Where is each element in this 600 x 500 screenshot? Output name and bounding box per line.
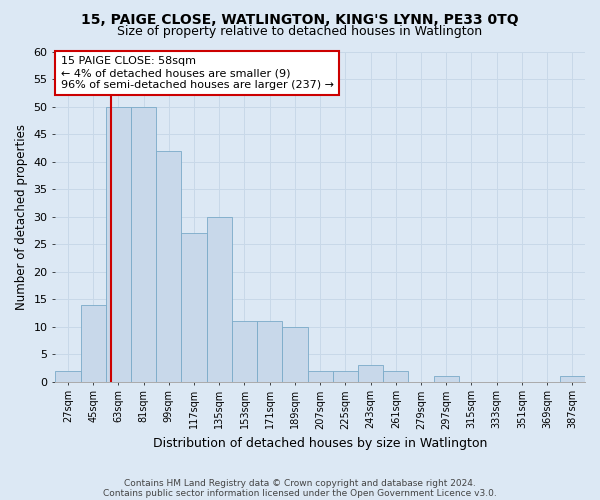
Bar bbox=[80, 304, 106, 382]
Bar bbox=[383, 370, 409, 382]
Bar bbox=[55, 370, 80, 382]
Text: Size of property relative to detached houses in Watlington: Size of property relative to detached ho… bbox=[118, 25, 482, 38]
Bar bbox=[333, 370, 358, 382]
Bar bbox=[232, 321, 257, 382]
Bar bbox=[181, 233, 206, 382]
Bar bbox=[283, 326, 308, 382]
Y-axis label: Number of detached properties: Number of detached properties bbox=[15, 124, 28, 310]
Text: Contains HM Land Registry data © Crown copyright and database right 2024.: Contains HM Land Registry data © Crown c… bbox=[124, 478, 476, 488]
Bar bbox=[156, 150, 181, 382]
Bar bbox=[358, 365, 383, 382]
X-axis label: Distribution of detached houses by size in Watlington: Distribution of detached houses by size … bbox=[153, 437, 487, 450]
Bar bbox=[131, 106, 156, 382]
Text: Contains public sector information licensed under the Open Government Licence v3: Contains public sector information licen… bbox=[103, 488, 497, 498]
Bar bbox=[206, 216, 232, 382]
Bar bbox=[434, 376, 459, 382]
Bar bbox=[106, 106, 131, 382]
Text: 15, PAIGE CLOSE, WATLINGTON, KING'S LYNN, PE33 0TQ: 15, PAIGE CLOSE, WATLINGTON, KING'S LYNN… bbox=[81, 12, 519, 26]
Bar bbox=[257, 321, 283, 382]
Bar bbox=[560, 376, 585, 382]
Bar bbox=[308, 370, 333, 382]
Text: 15 PAIGE CLOSE: 58sqm
← 4% of detached houses are smaller (9)
96% of semi-detach: 15 PAIGE CLOSE: 58sqm ← 4% of detached h… bbox=[61, 56, 334, 90]
